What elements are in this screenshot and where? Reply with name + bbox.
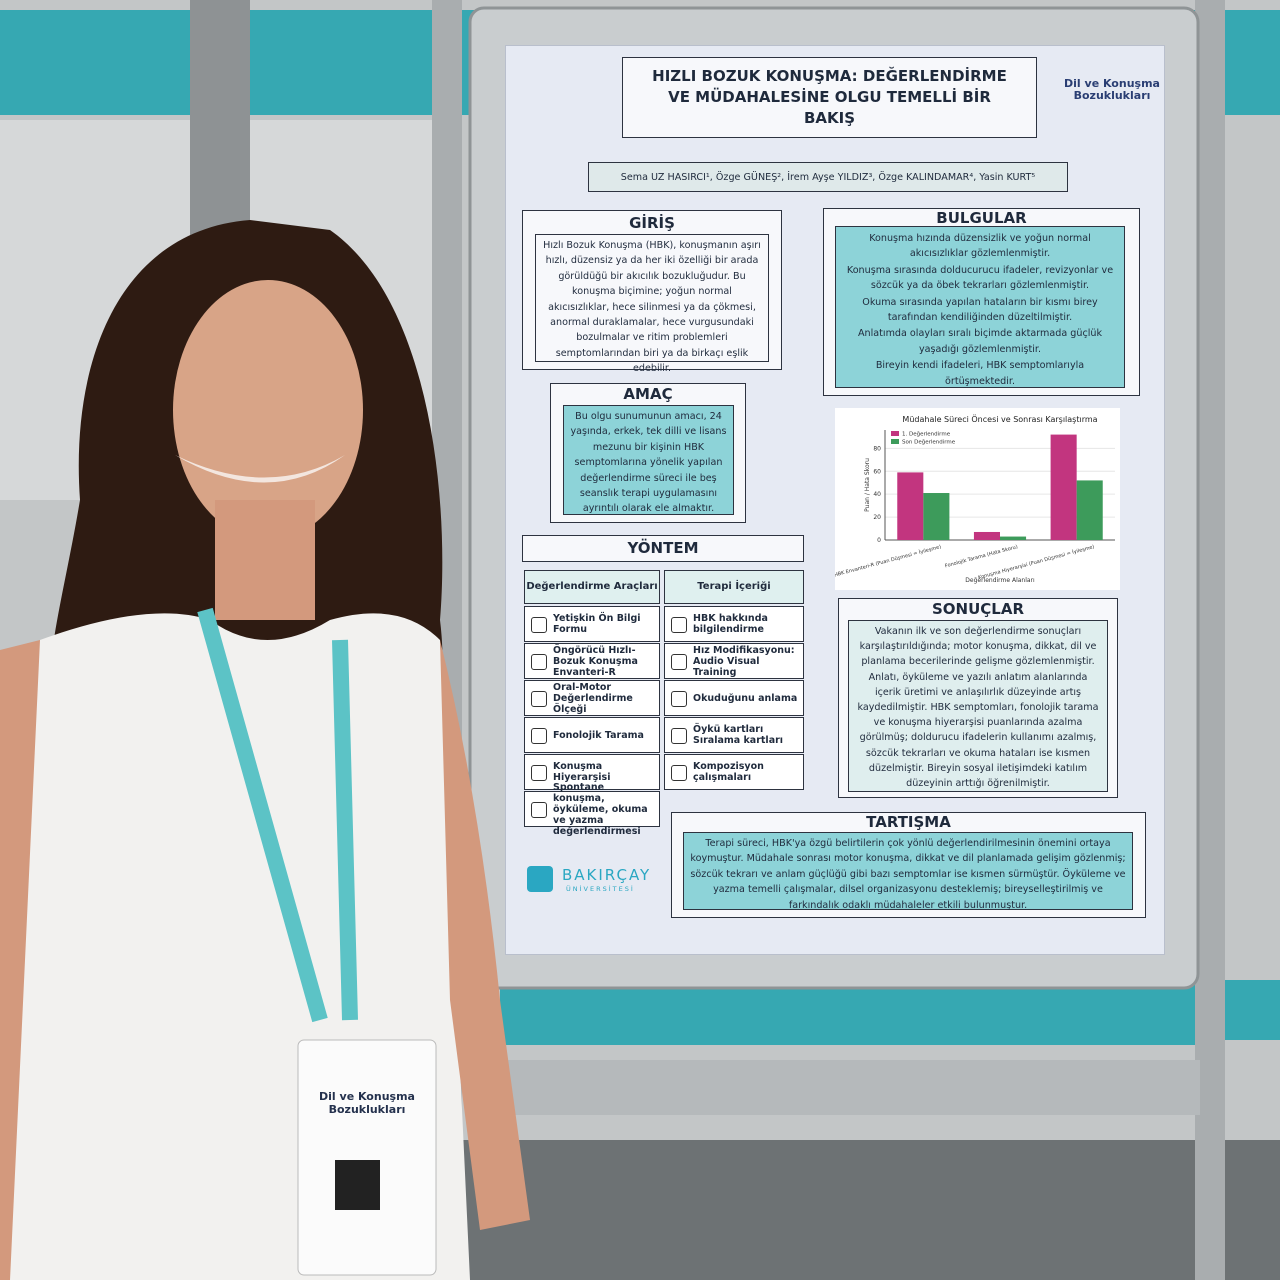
method-item: Öykü kartları Sıralama kartları bbox=[664, 717, 804, 753]
section-heading: GİRİŞ bbox=[629, 214, 675, 232]
title-box: HIZLI BOZUK KONUŞMA: DEĞERLENDİRME VE MÜ… bbox=[622, 57, 1037, 138]
university-subtitle: ÜNİVERSİTESİ bbox=[566, 885, 635, 893]
method-item: HBK hakkında bilgilendirme bbox=[664, 606, 804, 642]
finding-item: Konuşma hızında düzensizlik ve yoğun nor… bbox=[869, 233, 1091, 260]
method-item: Okuduğunu anlama bbox=[664, 680, 804, 716]
floor-panel bbox=[440, 1140, 1280, 1280]
y-tick-label: 60 bbox=[873, 468, 881, 475]
legend-label: 1. Değerlendirme bbox=[902, 431, 951, 438]
method-item: Spontane konuşma, öyküleme, okuma ve yaz… bbox=[524, 782, 660, 837]
finding-item: Anlatımda olayları sıralı biçimde aktarm… bbox=[857, 328, 1103, 355]
finding-item: Okuma sırasında yapılan hataların bir kı… bbox=[862, 296, 1098, 324]
method-item: Fonolojik Tarama bbox=[524, 717, 660, 753]
university-icon bbox=[527, 866, 553, 892]
smile bbox=[175, 455, 345, 483]
method-item: Oral-Motor Değerlendirme Ölçeği bbox=[524, 680, 660, 716]
y-axis-label: Puan / Hata Skoru bbox=[864, 458, 871, 512]
qr-code bbox=[335, 1160, 380, 1210]
y-tick-label: 80 bbox=[873, 445, 881, 452]
bar bbox=[897, 472, 924, 540]
method-item: Hız Modifikasyonu: Audio Visual Training bbox=[664, 643, 804, 679]
finding-item: Konuşma sırasında dolducurucu ifadeler, … bbox=[846, 264, 1114, 292]
authors: Sema UZ HASIRCI¹, Özge GÜNEŞ², İrem Ayşe… bbox=[588, 162, 1068, 192]
legend-swatch bbox=[891, 431, 899, 436]
arm bbox=[440, 640, 530, 1230]
findings-list: Konuşma hızında düzensizlik ve yoğun nor… bbox=[835, 226, 1125, 388]
section-text: Hızlı Bozuk Konuşma (HBK), konuşmanın aş… bbox=[535, 234, 769, 374]
legend-label: Son Değerlendirme bbox=[902, 439, 956, 446]
method-item: Öngörücü Hızlı-Bozuk Konuşma Envanteri-R bbox=[524, 643, 660, 679]
legend-swatch bbox=[891, 439, 899, 444]
x-axis-label: Değerlendirme Alanları bbox=[965, 577, 1035, 584]
teal-stripe-low bbox=[500, 985, 1200, 1045]
column-heading: Terapi İçeriği bbox=[664, 570, 804, 604]
badge bbox=[297, 1039, 437, 1276]
bar bbox=[1050, 434, 1077, 540]
university-name: BAKIRÇAY bbox=[562, 866, 652, 884]
method-column: Terapi İçeriği HBK hakkında bilgilendirme… bbox=[664, 570, 804, 791]
section-heading: TARTIŞMA bbox=[866, 813, 951, 831]
section-heading: SONUÇLAR bbox=[931, 600, 1024, 618]
chart-title: Müdahale Süreci Öncesi ve Sonrası Karşıl… bbox=[902, 414, 1097, 424]
y-tick-label: 0 bbox=[877, 537, 881, 544]
method-item: Kompozisyon çalışmaları bbox=[664, 754, 804, 790]
y-tick-label: 40 bbox=[873, 491, 881, 498]
lanyard bbox=[197, 607, 358, 1023]
bar bbox=[1076, 480, 1103, 540]
method-item: Yetişkin Ön Bilgi Formu bbox=[524, 606, 660, 642]
badge-title: Dil ve Konuşma Bozuklukları bbox=[319, 1090, 415, 1116]
finding-item: Bireyin kendi ifadeleri, HBK semptomları… bbox=[875, 360, 1085, 387]
stand-bar bbox=[470, 1060, 1200, 1115]
bar bbox=[973, 531, 1000, 540]
chart: Müdahale Süreci Öncesi ve Sonrası Karşıl… bbox=[835, 408, 1120, 590]
section-heading: BULGULAR bbox=[936, 209, 1027, 227]
section-text: Terapi süreci, HBK'ya özgü belirtilerin … bbox=[683, 832, 1133, 911]
neck bbox=[215, 500, 315, 620]
method-column: Değerlendirme Araçları Yetişkin Ön Bilgi … bbox=[524, 570, 660, 837]
bar bbox=[1000, 536, 1027, 540]
arm bbox=[0, 640, 40, 1280]
y-tick-label: 20 bbox=[873, 514, 881, 521]
method-item: Konuşma Hiyerarşisi bbox=[524, 754, 660, 790]
section-heading: AMAÇ bbox=[623, 385, 673, 403]
section-heading: YÖNTEM bbox=[522, 535, 804, 562]
congress-logo: Dil ve Konuşma Bozuklukları bbox=[1064, 77, 1160, 102]
poster-title: HIZLI BOZUK KONUŞMA: DEĞERLENDİRME VE MÜ… bbox=[652, 67, 1007, 127]
bar bbox=[923, 493, 950, 540]
column-heading: Değerlendirme Araçları bbox=[524, 570, 660, 604]
section-text: Bu olgu sunumunun amacı, 24 yaşında, erk… bbox=[563, 405, 734, 515]
section-text: Vakanın ilk ve son değerlendirme sonuçla… bbox=[848, 620, 1108, 792]
